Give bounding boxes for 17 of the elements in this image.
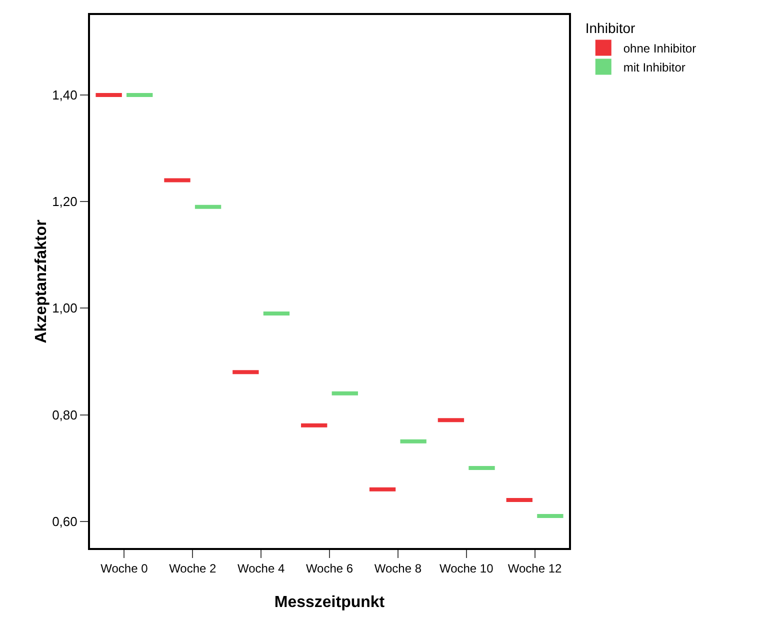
x-tick-label: Woche 10 [439,561,494,576]
y-tick-label: 0,60 [52,514,78,529]
y-tick-label: 0,80 [52,407,78,422]
x-tick-label: Woche 8 [374,561,422,576]
y-tick-label: 1,00 [52,300,78,316]
x-tick-label: Woche 2 [169,561,217,576]
x-tick-label: Woche 4 [238,561,285,576]
legend-label: mit Inhibitor [623,60,686,74]
legend-title: Inhibitor [585,20,636,36]
x-axis-title: Messzeitpunkt [274,594,386,611]
y-axis-title: Akzeptanzfaktor [33,220,50,344]
x-tick-label: Woche 6 [306,561,354,576]
legend-label: ohne Inhibitor [623,41,696,56]
x-tick-label: Woche 0 [100,561,148,576]
y-tick-label: 1,20 [52,194,78,210]
y-tick-label: 1,40 [52,88,78,102]
x-tick-label: Woche 12 [508,561,562,576]
